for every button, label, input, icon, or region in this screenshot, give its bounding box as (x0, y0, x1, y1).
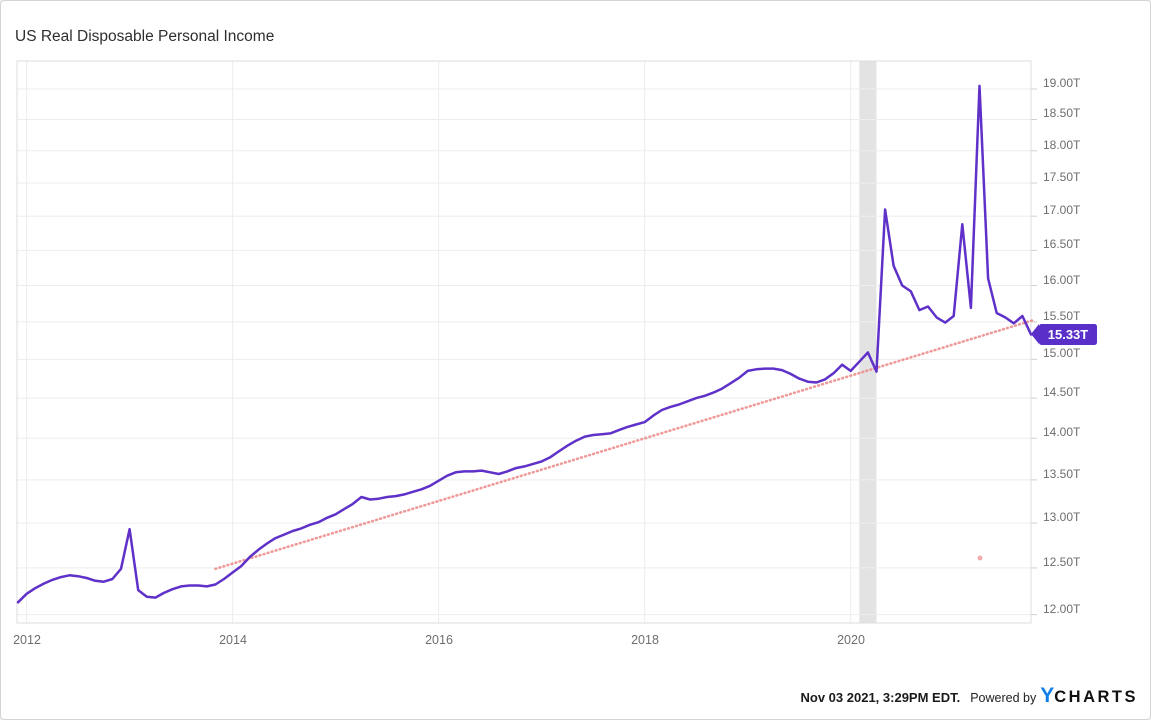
y-axis-label: 19.00T (1043, 76, 1081, 90)
chart-title: US Real Disposable Personal Income (15, 28, 275, 45)
y-axis-label: 14.00T (1043, 425, 1081, 439)
x-axis-label: 2018 (631, 633, 659, 647)
y-axis-label: 12.50T (1043, 555, 1081, 569)
last-value-badge: 15.33T (1031, 324, 1097, 345)
y-axis-label: 18.00T (1043, 138, 1081, 152)
x-axis-label: 2012 (13, 633, 41, 647)
x-axis-label: 2016 (425, 633, 453, 647)
y-axis-label: 17.50T (1043, 170, 1081, 184)
chart-footer: Nov 03 2021, 3:29PM EDT. Powered by Y CH… (801, 684, 1138, 708)
y-axis-label: 15.00T (1043, 346, 1081, 360)
ycharts-logo-text: CHARTS (1054, 688, 1138, 706)
y-axis-label: 15.50T (1043, 309, 1081, 323)
badge-arrow-icon (1031, 324, 1039, 344)
x-axis-label: 2020 (837, 633, 865, 647)
ycharts-logo[interactable]: Y CHARTS (1040, 684, 1138, 708)
y-axis-label: 12.00T (1043, 602, 1081, 616)
y-axis-label: 16.50T (1043, 237, 1081, 251)
series-line (16, 84, 1033, 604)
trend-line (214, 318, 1037, 571)
y-axis-label: 16.00T (1043, 273, 1081, 287)
y-axis-label: 17.00T (1043, 203, 1081, 217)
y-axis-label: 13.50T (1043, 467, 1081, 481)
y-axis-label: 14.50T (1043, 385, 1081, 399)
stray-dot (977, 555, 983, 561)
x-axis-label: 2014 (219, 633, 247, 647)
y-axis-label: 13.00T (1043, 510, 1081, 524)
recession-band (859, 61, 877, 623)
badge-label: 15.33T (1047, 327, 1089, 342)
footer-timestamp: Nov 03 2021, 3:29PM EDT. (800, 690, 961, 705)
powered-by-label: Powered by (970, 691, 1037, 705)
ycharts-logo-y-icon: Y (1040, 684, 1055, 707)
y-axis-label: 18.50T (1043, 106, 1081, 120)
